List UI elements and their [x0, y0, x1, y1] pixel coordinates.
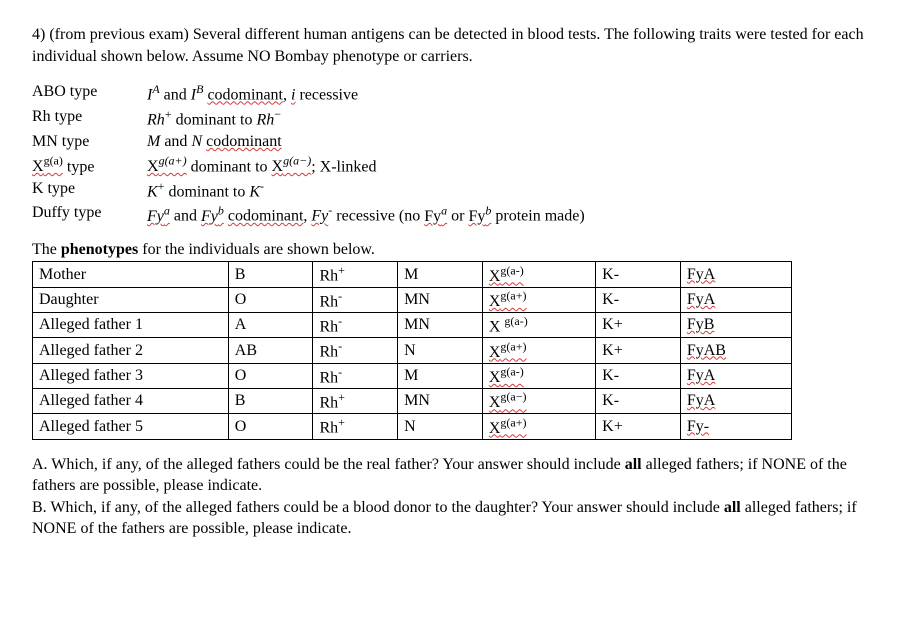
question-parts: A. Which, if any, of the alleged fathers…: [32, 454, 877, 540]
table-cell: Alleged father 4: [33, 389, 229, 414]
table-row: MotherBRh+MXg(a-)K-FyA: [33, 262, 792, 287]
table-cell: Xg(a-): [482, 262, 595, 287]
trait-label: MN type: [32, 131, 147, 153]
table-cell: Daughter: [33, 287, 229, 312]
table-cell: FyB: [680, 313, 791, 338]
table-cell: O: [228, 287, 313, 312]
table-cell: Xg(a+): [482, 414, 595, 439]
trait-description: Xg(a+) dominant to Xg(a−); X-linked: [147, 153, 877, 178]
trait-label: Xg(a) type: [32, 153, 147, 178]
table-cell: Alleged father 1: [33, 313, 229, 338]
table-cell: K+: [596, 414, 681, 439]
table-cell: MN: [398, 287, 483, 312]
trait-description: Fya and Fyb codominant, Fy- recessive (n…: [147, 202, 877, 227]
table-row: Alleged father 5ORh+NXg(a+)K+Fy-: [33, 414, 792, 439]
table-cell: O: [228, 414, 313, 439]
table-row: Alleged father 2ABRh-NXg(a+)K+FyAB: [33, 338, 792, 363]
trait-description: K+ dominant to K-: [147, 178, 877, 203]
trait-description: M and N codominant: [147, 131, 877, 153]
trait-row: K typeK+ dominant to K-: [32, 178, 877, 203]
trait-row: MN typeM and N codominant: [32, 131, 877, 153]
table-cell: O: [228, 363, 313, 388]
table-cell: K-: [596, 389, 681, 414]
table-cell: Xg(a+): [482, 287, 595, 312]
table-cell: K+: [596, 313, 681, 338]
table-cell: MN: [398, 389, 483, 414]
table-row: Alleged father 4BRh+MNXg(a−)K-FyA: [33, 389, 792, 414]
trait-row: Rh typeRh+ dominant to Rh−: [32, 106, 877, 131]
traits-block: ABO typeIA and IB codominant, i recessiv…: [32, 81, 877, 227]
table-cell: Rh+: [313, 262, 398, 287]
table-cell: Fy-: [680, 414, 791, 439]
table-cell: Xg(a−): [482, 389, 595, 414]
table-cell: Rh+: [313, 414, 398, 439]
trait-label: ABO type: [32, 81, 147, 106]
trait-label: K type: [32, 178, 147, 203]
table-cell: Mother: [33, 262, 229, 287]
trait-label: Duffy type: [32, 202, 147, 227]
trait-label: Rh type: [32, 106, 147, 131]
table-cell: B: [228, 389, 313, 414]
table-cell: FyA: [680, 287, 791, 312]
table-cell: N: [398, 414, 483, 439]
table-cell: AB: [228, 338, 313, 363]
question-header: 4) (from previous exam) Several differen…: [32, 24, 877, 67]
table-cell: FyA: [680, 262, 791, 287]
table-row: Alleged father 1ARh-MNX g(a-)K+FyB: [33, 313, 792, 338]
table-cell: Rh-: [313, 338, 398, 363]
trait-row: ABO typeIA and IB codominant, i recessiv…: [32, 81, 877, 106]
table-cell: FyA: [680, 363, 791, 388]
table-cell: Alleged father 3: [33, 363, 229, 388]
table-cell: K-: [596, 363, 681, 388]
part-a: A. Which, if any, of the alleged fathers…: [32, 454, 877, 497]
table-cell: Xg(a-): [482, 363, 595, 388]
table-cell: Alleged father 5: [33, 414, 229, 439]
table-cell: K-: [596, 262, 681, 287]
table-cell: FyAB: [680, 338, 791, 363]
table-cell: Rh-: [313, 363, 398, 388]
trait-description: IA and IB codominant, i recessive: [147, 81, 877, 106]
table-cell: M: [398, 363, 483, 388]
table-row: Alleged father 3ORh-MXg(a-)K-FyA: [33, 363, 792, 388]
trait-description: Rh+ dominant to Rh−: [147, 106, 877, 131]
table-cell: Rh+: [313, 389, 398, 414]
table-cell: Rh-: [313, 313, 398, 338]
phenotype-table-intro: The phenotypes for the individuals are s…: [32, 241, 877, 259]
table-cell: K-: [596, 287, 681, 312]
part-b: B. Which, if any, of the alleged fathers…: [32, 497, 877, 540]
table-cell: Xg(a+): [482, 338, 595, 363]
table-row: DaughterORh-MNXg(a+)K-FyA: [33, 287, 792, 312]
table-cell: Rh-: [313, 287, 398, 312]
phenotype-table: MotherBRh+MXg(a-)K-FyADaughterORh-MNXg(a…: [32, 261, 792, 439]
table-cell: N: [398, 338, 483, 363]
trait-row: Duffy typeFya and Fyb codominant, Fy- re…: [32, 202, 877, 227]
table-cell: B: [228, 262, 313, 287]
table-cell: FyA: [680, 389, 791, 414]
table-cell: X g(a-): [482, 313, 595, 338]
trait-row: Xg(a) typeXg(a+) dominant to Xg(a−); X-l…: [32, 153, 877, 178]
table-cell: MN: [398, 313, 483, 338]
table-cell: Alleged father 2: [33, 338, 229, 363]
table-cell: M: [398, 262, 483, 287]
table-cell: A: [228, 313, 313, 338]
table-cell: K+: [596, 338, 681, 363]
